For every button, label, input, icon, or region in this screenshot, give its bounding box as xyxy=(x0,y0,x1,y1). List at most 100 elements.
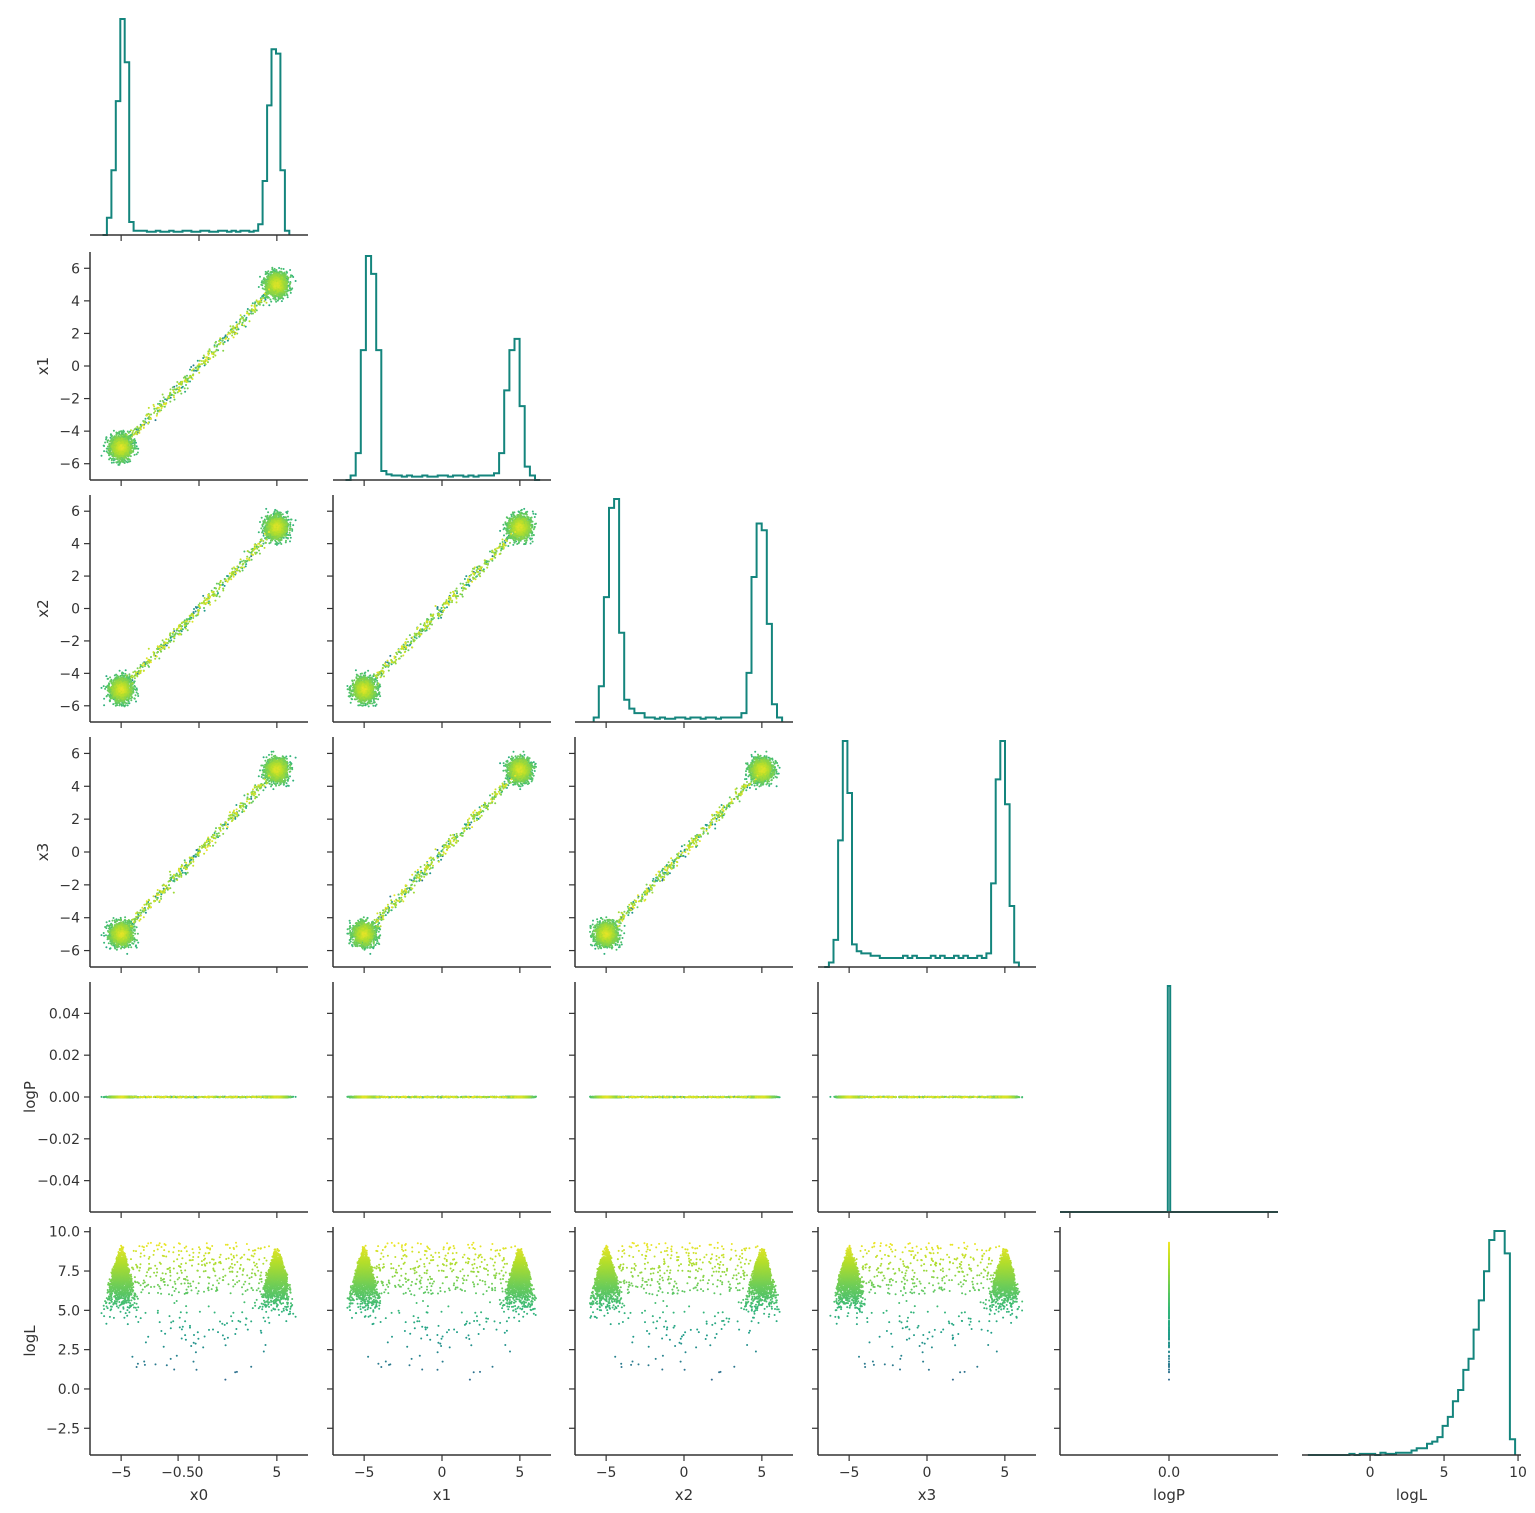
scatter-point xyxy=(119,703,121,706)
scatter-point xyxy=(131,431,134,434)
scatter-point xyxy=(107,445,110,448)
scatter-point xyxy=(248,551,251,554)
scatter-point xyxy=(243,314,246,317)
scatter-point xyxy=(265,522,268,525)
scatter-point xyxy=(120,672,123,675)
scatter-point xyxy=(203,356,206,359)
scatter-point xyxy=(276,289,279,292)
scatter-point xyxy=(233,330,235,333)
scatter-point xyxy=(122,701,125,704)
scatter-point xyxy=(109,676,112,679)
scatter-point xyxy=(213,345,216,348)
scatter-point xyxy=(106,451,109,454)
scatter-point xyxy=(289,521,292,524)
scatter-point xyxy=(130,429,132,432)
scatter-point xyxy=(247,313,250,316)
scatter-point xyxy=(188,376,191,379)
scatter-point xyxy=(264,527,267,530)
scatter-point xyxy=(209,357,212,360)
scatter-point xyxy=(288,529,291,532)
scatter-point xyxy=(274,285,277,288)
scatter-point xyxy=(158,404,161,406)
scatter-point xyxy=(276,541,278,544)
scatter-point xyxy=(135,432,137,435)
scatter-point xyxy=(115,677,118,680)
scatter-point xyxy=(119,439,121,441)
scatter-point xyxy=(180,383,183,386)
scatter-point xyxy=(141,666,144,668)
scatter-point xyxy=(244,319,247,322)
scatter-point xyxy=(194,610,197,613)
scatter-point xyxy=(243,324,246,327)
scatter-point xyxy=(262,304,265,307)
scatter-point xyxy=(274,298,277,301)
scatter-point xyxy=(169,640,172,643)
scatter-point xyxy=(143,421,146,424)
scatter-point xyxy=(139,426,142,429)
scatter-point xyxy=(153,411,156,414)
scatter-point xyxy=(268,304,271,307)
scatter-point xyxy=(131,435,133,438)
scatter-point xyxy=(109,697,112,700)
scatter-point xyxy=(239,314,242,317)
scatter-point xyxy=(268,542,271,545)
scatter-point xyxy=(135,445,138,448)
scatter-point xyxy=(270,536,272,539)
scatter-point xyxy=(149,417,152,420)
scatter-point xyxy=(132,688,135,691)
scatter-point xyxy=(139,428,142,431)
scatter-point xyxy=(291,287,294,290)
scatter-point xyxy=(174,633,177,636)
scatter-point xyxy=(286,512,289,515)
scatter-point xyxy=(277,298,280,301)
scatter-point xyxy=(221,583,224,586)
scatter-point xyxy=(264,529,267,532)
scatter-point xyxy=(283,280,286,283)
scatter-point xyxy=(248,320,251,323)
scatter-point xyxy=(263,300,266,303)
scatter-point xyxy=(255,299,258,302)
scatter-point xyxy=(290,274,292,277)
scatter-point xyxy=(259,300,262,303)
scatter-point xyxy=(270,300,273,303)
scatter-point xyxy=(275,512,278,515)
scatter-point xyxy=(169,396,172,399)
scatter-point xyxy=(266,271,269,274)
scatter-point xyxy=(285,516,287,519)
scatter-point xyxy=(251,302,254,305)
scatter-point xyxy=(219,337,222,340)
scatter-point xyxy=(290,518,292,521)
scatter-point xyxy=(289,269,292,271)
y-tick-label: 6 xyxy=(71,261,80,277)
scatter-point xyxy=(285,539,287,542)
scatter-point xyxy=(280,267,283,270)
scatter-point xyxy=(224,337,227,340)
scatter-point xyxy=(239,321,241,323)
scatter-point xyxy=(130,445,132,448)
scatter-point xyxy=(192,374,195,377)
scatter-point xyxy=(260,283,263,286)
scatter-point xyxy=(197,367,200,370)
scatter-point xyxy=(191,378,194,380)
scatter-point xyxy=(127,431,130,434)
scatter-point xyxy=(138,429,141,432)
scatter-point xyxy=(275,509,278,512)
scatter-point xyxy=(203,607,205,609)
scatter-point xyxy=(243,550,246,553)
scatter-point xyxy=(148,415,151,418)
y-tick-label: 2 xyxy=(71,326,80,342)
scatter-point xyxy=(103,697,106,700)
scatter-point xyxy=(163,402,166,405)
scatter-point xyxy=(111,437,114,440)
scatter-point xyxy=(184,390,187,393)
scatter-point xyxy=(261,294,264,297)
scatter-point xyxy=(175,384,178,387)
scatter-point xyxy=(242,318,245,321)
scatter-point xyxy=(278,514,281,517)
scatter-point xyxy=(123,674,126,677)
scatter-point xyxy=(180,381,183,384)
scatter-point xyxy=(142,426,145,429)
scatter-point xyxy=(221,337,224,340)
scatter-point xyxy=(118,669,121,672)
scatter-point xyxy=(202,594,205,597)
